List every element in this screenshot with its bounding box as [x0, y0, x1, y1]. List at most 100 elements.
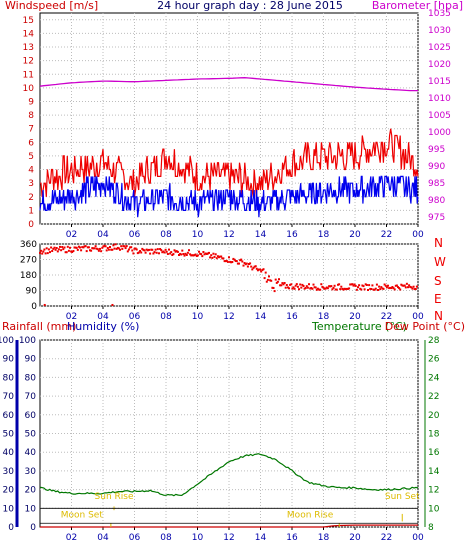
direction-point	[225, 259, 228, 262]
direction-tick-label: 0	[31, 302, 37, 312]
direction-point	[203, 253, 206, 256]
direction-point	[194, 253, 197, 256]
direction-point	[77, 245, 80, 248]
baro-tick-label: 975	[428, 213, 445, 223]
direction-point	[398, 287, 401, 290]
direction-point	[388, 287, 391, 290]
baro-tick-label: 1035	[428, 9, 451, 19]
direction-point	[400, 283, 403, 286]
direction-point	[179, 252, 182, 255]
direction-point	[136, 252, 139, 255]
humidity-tick-label: 100	[19, 336, 36, 346]
direction-point	[236, 262, 239, 265]
temperature-tick-label: 28	[428, 336, 440, 346]
direction-point	[224, 260, 227, 263]
x-tick-label: 06	[129, 533, 141, 543]
direction-point	[272, 287, 275, 289]
direction-point	[156, 248, 159, 251]
direction-point	[345, 287, 348, 290]
direction-point	[295, 283, 298, 286]
direction-point	[46, 252, 49, 255]
temperature-tick-label: 24	[428, 373, 440, 383]
barometer-label: Barometer [hpa]	[372, 0, 463, 12]
direction-point	[278, 278, 280, 281]
direction-point	[313, 286, 316, 289]
direction-point	[395, 284, 398, 287]
x-tick-label: 14	[255, 533, 267, 543]
direction-point	[204, 252, 207, 255]
direction-point	[182, 253, 185, 255]
direction-point	[352, 284, 355, 287]
x-tick-label: 16	[286, 312, 298, 322]
direction-point	[215, 257, 218, 260]
baro-tick-label: 990	[428, 162, 445, 172]
direction-point	[301, 283, 304, 286]
direction-point	[198, 250, 200, 253]
direction-point	[134, 247, 137, 250]
direction-point	[175, 250, 178, 253]
direction-point	[300, 286, 303, 289]
rain-tick-label: 90	[3, 355, 15, 365]
direction-point	[393, 288, 396, 291]
direction-point	[113, 247, 116, 250]
wind-tick-label: 6	[28, 138, 34, 148]
x-tick-label: 08	[160, 230, 172, 240]
humidity-label: Humidity (%)	[67, 320, 139, 333]
direction-point	[50, 246, 53, 249]
direction-point	[270, 279, 273, 282]
direction-point	[160, 249, 163, 252]
direction-point	[119, 248, 121, 251]
x-tick-label: 04	[97, 533, 109, 543]
direction-point	[359, 287, 362, 290]
direction-point	[290, 283, 293, 286]
x-tick-label: 08	[160, 312, 172, 322]
direction-point	[129, 246, 132, 249]
direction-point	[404, 286, 407, 289]
direction-point	[280, 284, 283, 287]
rain-tick-label: 100	[0, 336, 14, 346]
direction-point	[382, 287, 385, 290]
direction-point	[269, 279, 272, 282]
direction-point	[96, 248, 99, 251]
direction-point	[100, 250, 103, 253]
direction-point	[79, 246, 81, 249]
direction-point	[42, 250, 45, 253]
temperature-tick-label: 8	[428, 523, 434, 533]
direction-point	[83, 245, 86, 248]
direction-point	[87, 246, 90, 249]
direction-point	[360, 288, 363, 291]
wind-tick-label: 3	[28, 179, 34, 189]
direction-point	[238, 262, 240, 265]
compass-label: W	[434, 255, 446, 269]
direction-point	[199, 252, 202, 255]
direction-point	[372, 288, 375, 291]
direction-point	[164, 248, 167, 251]
humidity-tick-label: 20	[25, 486, 37, 496]
direction-point	[258, 268, 260, 271]
direction-point	[132, 252, 135, 255]
direction-point	[385, 286, 388, 289]
direction-point	[292, 286, 295, 289]
humidity-tick-label: 70	[25, 392, 37, 402]
direction-point	[144, 251, 147, 254]
direction-point	[246, 265, 249, 268]
direction-point	[268, 275, 270, 278]
wind-tick-label: 9	[28, 97, 34, 107]
x-tick-label: 22	[381, 230, 392, 240]
direction-point	[245, 262, 248, 265]
x-tick-label: 08	[160, 533, 172, 543]
direction-point	[135, 248, 138, 251]
direction-point	[334, 288, 337, 291]
compass-label: N	[434, 309, 443, 323]
direction-point	[253, 265, 256, 268]
direction-point	[281, 282, 284, 285]
baro-tick-label: 1025	[428, 43, 451, 53]
wind-gust-line	[40, 128, 419, 197]
direction-point	[282, 283, 285, 286]
direction-point	[63, 246, 66, 249]
direction-point	[288, 287, 290, 290]
direction-point	[362, 285, 365, 288]
direction-point	[163, 251, 166, 254]
direction-point	[103, 244, 106, 247]
direction-point	[52, 247, 55, 250]
